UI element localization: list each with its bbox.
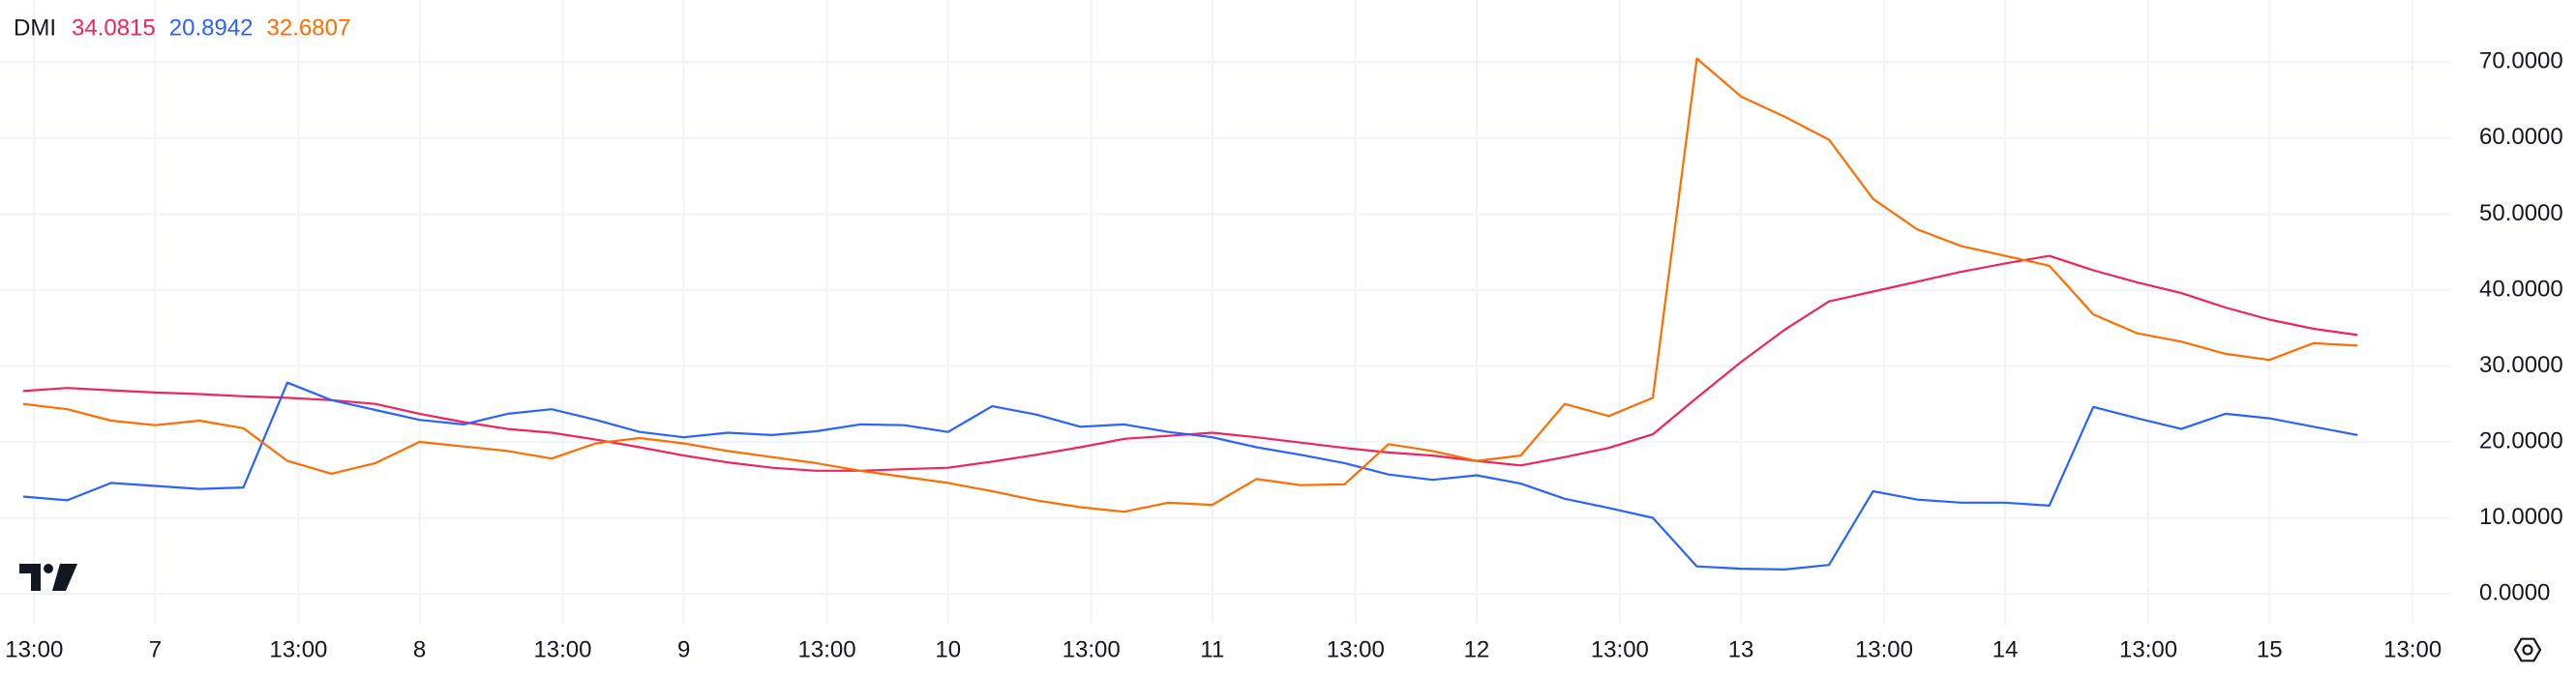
tradingview-logo (19, 564, 77, 591)
x-tick-label: 13:00 (798, 636, 856, 662)
legend-value: 32.6807 (267, 15, 351, 41)
y-tick-label: 0.0000 (2479, 579, 2550, 605)
x-tick-label: 13:00 (533, 636, 591, 662)
x-tick-label: 13:00 (2383, 636, 2441, 662)
x-tick-label: 13:00 (5, 636, 63, 662)
x-tick-label: 7 (149, 636, 162, 662)
legend: DMI 34.0815 20.8942 32.6807 (14, 15, 350, 41)
x-tick-label: 12 (1464, 636, 1490, 662)
y-tick-label: 40.0000 (2479, 276, 2563, 302)
series-line (22, 381, 2358, 571)
y-axis: 0.0000 10.0000 20.0000 30.0000 40.0000 50.000… (2479, 48, 2563, 606)
legend-value: 20.8942 (169, 15, 254, 41)
indicator-title: DMI (14, 15, 56, 41)
x-tick-label: 8 (413, 636, 426, 662)
x-tick-label: 11 (1200, 636, 1224, 662)
legend-value: 34.0815 (72, 15, 156, 41)
x-tick-label: 13:00 (1063, 636, 1121, 662)
x-tick-label: 14 (1992, 636, 2019, 662)
x-tick-label: 13 (1728, 636, 1754, 662)
grid (0, 0, 2451, 624)
x-tick-label: 9 (677, 636, 690, 662)
y-tick-label: 20.0000 (2479, 427, 2563, 454)
x-tick-label: 13:00 (1591, 636, 1649, 662)
settings-button[interactable] (2513, 637, 2542, 662)
y-tick-label: 30.0000 (2479, 352, 2563, 378)
x-tick-label: 10 (935, 636, 961, 662)
y-tick-label: 50.0000 (2479, 200, 2563, 226)
x-tick-label: 13:00 (269, 636, 327, 662)
x-tick-label: 13:00 (1327, 636, 1385, 662)
y-tick-label: 70.0000 (2479, 48, 2563, 74)
x-tick-label: 15 (2257, 636, 2283, 662)
plot-lines (22, 57, 2358, 571)
series-line (22, 57, 2358, 513)
x-tick-label: 13:00 (1855, 636, 1913, 662)
x-tick-label: 13:00 (2119, 636, 2177, 662)
y-tick-label: 10.0000 (2479, 504, 2563, 530)
y-tick-label: 60.0000 (2479, 124, 2563, 150)
x-axis: 13:00 7 13:00 8 13:00 9 13:00 10 13:00 11 13:00 12 1… (5, 636, 2441, 662)
